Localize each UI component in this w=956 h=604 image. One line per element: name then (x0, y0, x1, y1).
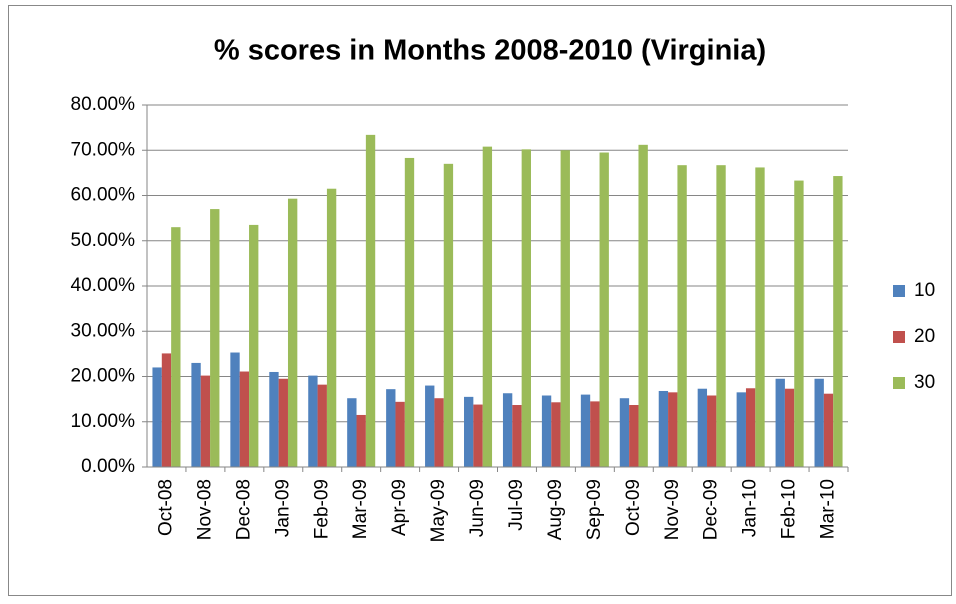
bar (502, 393, 513, 467)
bar (425, 385, 435, 467)
bar (716, 165, 726, 467)
bar (551, 402, 561, 467)
legend-swatch (893, 377, 905, 389)
x-tick-label: Apr-09 (389, 479, 410, 536)
bar (814, 378, 824, 467)
bar (356, 414, 366, 467)
bar (473, 404, 483, 467)
bar (239, 371, 250, 467)
bar (191, 362, 201, 467)
x-tick-label: Sep-09 (584, 479, 605, 540)
bar (541, 395, 552, 467)
bar (443, 163, 454, 467)
bar (386, 389, 396, 467)
x-tick-label: Mar-09 (350, 479, 371, 539)
x-tick-label: Jan-09 (272, 479, 293, 537)
bar (269, 371, 279, 467)
bar (833, 176, 843, 468)
bar (697, 388, 708, 467)
bar (230, 352, 240, 467)
x-tick-label: Nov-09 (662, 479, 683, 540)
bar (794, 180, 804, 467)
bar (629, 405, 639, 467)
y-tick-label: 50.00% (71, 230, 136, 251)
y-tick-label: 70.00% (71, 139, 136, 160)
x-tick-label: Jul-09 (506, 479, 527, 531)
bar (482, 146, 493, 467)
bar (347, 398, 357, 467)
bar (464, 396, 474, 467)
bar (434, 398, 444, 467)
x-tick-label: Nov-08 (194, 479, 215, 540)
bar (668, 392, 678, 467)
legend-swatch (893, 331, 905, 343)
bar (317, 384, 327, 467)
bar (278, 378, 288, 467)
bar (775, 378, 785, 467)
bar (707, 395, 717, 467)
bar (171, 227, 181, 467)
y-tick-label: 0.00% (81, 456, 135, 477)
x-tick-label: Feb-10 (779, 479, 800, 539)
bar (745, 388, 756, 467)
bar (249, 224, 259, 467)
y-tick-label: 80.00% (71, 94, 136, 115)
x-tick-label: Feb-09 (311, 479, 332, 539)
bar (512, 405, 522, 467)
bar (560, 150, 570, 467)
bar (784, 388, 795, 467)
x-tick-label: Oct-09 (623, 479, 644, 536)
bar (619, 398, 630, 467)
bar (395, 401, 405, 467)
bar (161, 353, 172, 467)
legend-swatch (893, 285, 905, 297)
y-tick-label: 20.00% (71, 366, 136, 387)
bar (365, 134, 376, 468)
x-tick-label: Jun-09 (467, 479, 488, 537)
x-tick-label: Mar-10 (818, 479, 839, 539)
bar (736, 392, 746, 467)
bar (287, 198, 298, 468)
y-tick-label: 60.00% (71, 185, 136, 206)
bar (823, 393, 834, 467)
legend-label: 20 (914, 326, 935, 347)
legend-label: 10 (914, 280, 935, 301)
x-tick-label: Jan-10 (740, 479, 761, 537)
y-tick-label: 10.00% (71, 411, 136, 432)
bar (210, 209, 220, 467)
bar (200, 375, 211, 467)
bar (326, 188, 337, 467)
bar (404, 157, 415, 467)
bar (152, 367, 162, 467)
y-tick-label: 30.00% (71, 320, 136, 341)
bar (638, 144, 648, 467)
chart-title: % scores in Months 2008-2010 (Virginia) (214, 35, 766, 67)
x-tick-label: Dec-08 (233, 479, 254, 540)
bar (658, 390, 669, 467)
legend-label: 30 (914, 372, 935, 393)
x-tick-label: Oct-08 (155, 479, 176, 536)
x-tick-label: May-09 (428, 479, 449, 542)
bar (590, 401, 600, 467)
y-tick-label: 40.00% (71, 275, 136, 296)
x-tick-label: Dec-09 (701, 479, 722, 540)
bar (677, 165, 687, 467)
bar (580, 394, 591, 467)
bar (308, 375, 318, 467)
bar (599, 152, 609, 467)
bar (755, 167, 765, 467)
bar (521, 149, 531, 467)
x-tick-label: Aug-09 (545, 479, 566, 540)
